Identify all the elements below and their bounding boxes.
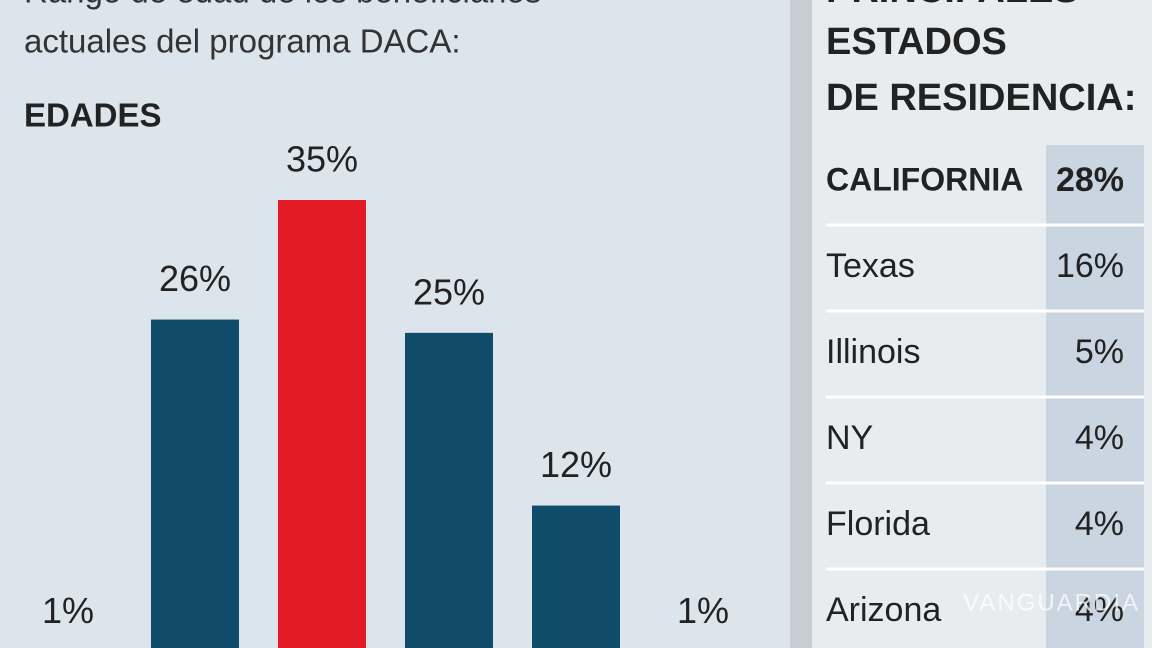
state-percent: 4%: [1075, 419, 1124, 457]
state-name: CALIFORNIA: [826, 161, 1023, 197]
value-label: 1%: [677, 590, 729, 631]
table: CALIFORNIA 28% Texas 16% Illinois 5% NY 4% Flori…: [826, 161, 1144, 629]
state-percent: 28%: [1056, 161, 1124, 199]
state-percent: 4%: [1075, 591, 1124, 629]
value-label: 26%: [159, 258, 231, 299]
bar: [532, 505, 620, 648]
state-percent: 16%: [1056, 247, 1124, 285]
table-title: ESTADOS: [826, 21, 1007, 63]
table-title: PRINCIPALES: [826, 0, 1079, 11]
watermark: VANGUARDIA: [963, 589, 1140, 616]
value-label: 12%: [540, 444, 612, 485]
chart-label: EDADES: [24, 97, 162, 134]
bar: [405, 332, 493, 648]
value-label: 35%: [286, 139, 358, 180]
value-label: 1%: [42, 590, 94, 631]
subtitle: actuales del programa DACA:: [24, 23, 461, 60]
state-percent: 5%: [1075, 333, 1124, 371]
bars: 1% 26% 35% 25% 12% 1%: [42, 139, 729, 648]
state-name: NY: [826, 419, 873, 457]
bar: [151, 319, 239, 648]
value-label: 25%: [413, 271, 485, 312]
state-name: Florida: [826, 505, 930, 543]
state-name: Arizona: [826, 591, 941, 629]
state-name: Illinois: [826, 333, 920, 371]
state-percent: 4%: [1075, 505, 1124, 543]
state-name: Texas: [826, 247, 915, 285]
subtitle: Rango de edad de los beneficiarios: [24, 0, 541, 10]
chart-panel: [0, 0, 790, 648]
bar: [278, 200, 366, 648]
table-title: DE RESIDENCIA:: [826, 77, 1136, 119]
panel-divider: [790, 0, 812, 648]
